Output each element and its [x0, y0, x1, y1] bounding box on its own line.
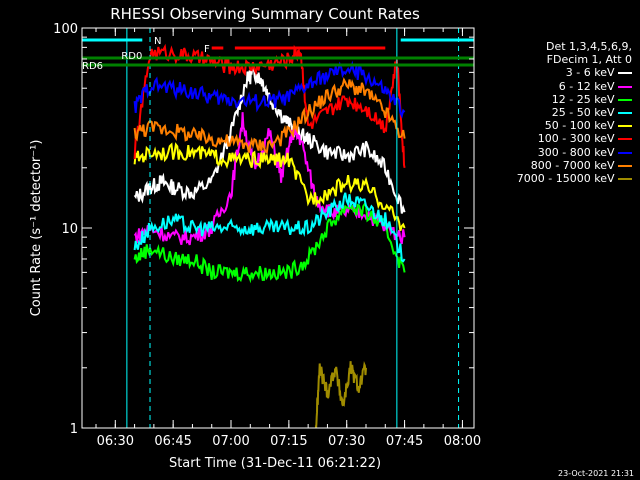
legend-label: 100 - 300 keV	[537, 132, 618, 146]
plot-area: N F RD0 RD6	[82, 28, 474, 428]
night-label: N	[154, 36, 161, 47]
series-line-4	[133, 142, 406, 231]
legend-label: 50 - 100 keV	[544, 119, 618, 133]
legend-entry: 3 - 6 keV	[517, 66, 632, 79]
legend-entry: 25 - 50 keV	[517, 106, 632, 119]
flare-label: F	[204, 44, 210, 55]
chart-title: RHESSI Observing Summary Count Rates	[110, 5, 420, 23]
legend-swatch	[618, 151, 632, 154]
legend-entry: 7000 - 15000 keV	[517, 172, 632, 185]
legend-swatch	[618, 178, 632, 181]
legend-label: 7000 - 15000 keV	[516, 172, 618, 186]
rd0-label: RD0	[121, 51, 142, 62]
legend-entry: 50 - 100 keV	[517, 119, 632, 132]
legend-swatch	[618, 98, 632, 101]
x-tick-label: 07:45	[386, 434, 423, 449]
y-tick-label: 10	[61, 222, 78, 237]
series-line-6	[133, 60, 406, 119]
legend-entry: 800 - 7000 keV	[517, 159, 632, 172]
x-tick-label: 08:00	[444, 434, 481, 449]
legend-header-line: Det 1,3,4,5,6,9,	[545, 40, 632, 53]
x-axis-label: Start Time (31-Dec-11 06:21:22)	[169, 456, 381, 471]
series-line-8	[314, 360, 367, 428]
series-line-7	[133, 77, 406, 155]
legend-swatch	[618, 164, 632, 167]
legend-label: 12 - 25 keV	[551, 92, 618, 106]
legend-label: 800 - 7000 keV	[530, 158, 618, 172]
legend-entries: 3 - 6 keV 6 - 12 keV 12 - 25 keV 25 - 50…	[517, 66, 632, 185]
legend-label: 3 - 6 keV	[565, 66, 618, 80]
legend-label: 25 - 50 keV	[551, 106, 618, 120]
legend-swatch	[618, 112, 632, 115]
y-axis-label: Count Rate (s⁻¹ detector⁻¹)	[29, 140, 44, 317]
x-tick-label: 07:30	[328, 434, 365, 449]
footer-timestamp: 23-Oct-2021 21:31	[558, 469, 634, 478]
axes: 06:30 06:45 07:00 07:15 07:30 07:45 08:00 1 10 10…	[53, 22, 481, 449]
legend-label: 300 - 800 keV	[537, 145, 618, 159]
legend-label: 6 - 12 keV	[558, 79, 618, 93]
legend-entry: 300 - 800 keV	[517, 146, 632, 159]
series-line-3	[133, 192, 406, 263]
legend-entry: 100 - 300 keV	[517, 132, 632, 145]
legend-header-line: FDecim 1, Att 0	[546, 53, 632, 67]
series-line-2	[133, 202, 406, 284]
x-tick-label: 06:30	[97, 434, 134, 449]
legend-swatch	[618, 72, 632, 75]
legend-entry: 12 - 25 keV	[517, 93, 632, 106]
y-tick-label: 100	[53, 22, 78, 37]
series-line-0	[133, 65, 406, 214]
x-tick-label: 07:00	[212, 434, 249, 449]
legend-entry: 6 - 12 keV	[517, 80, 632, 93]
legend-swatch	[618, 138, 632, 141]
rd6-label: RD6	[82, 61, 103, 72]
legend-swatch	[618, 125, 632, 128]
legend-header: Det 1,3,4,5,6,9, FDecim 1, Att 0	[517, 40, 632, 66]
legend: Det 1,3,4,5,6,9, FDecim 1, Att 0 3 - 6 ke…	[517, 40, 632, 185]
legend-swatch	[618, 85, 632, 88]
y-tick-label: 1	[70, 422, 78, 437]
x-tick-label: 07:15	[270, 434, 307, 449]
x-tick-label: 06:45	[154, 434, 191, 449]
